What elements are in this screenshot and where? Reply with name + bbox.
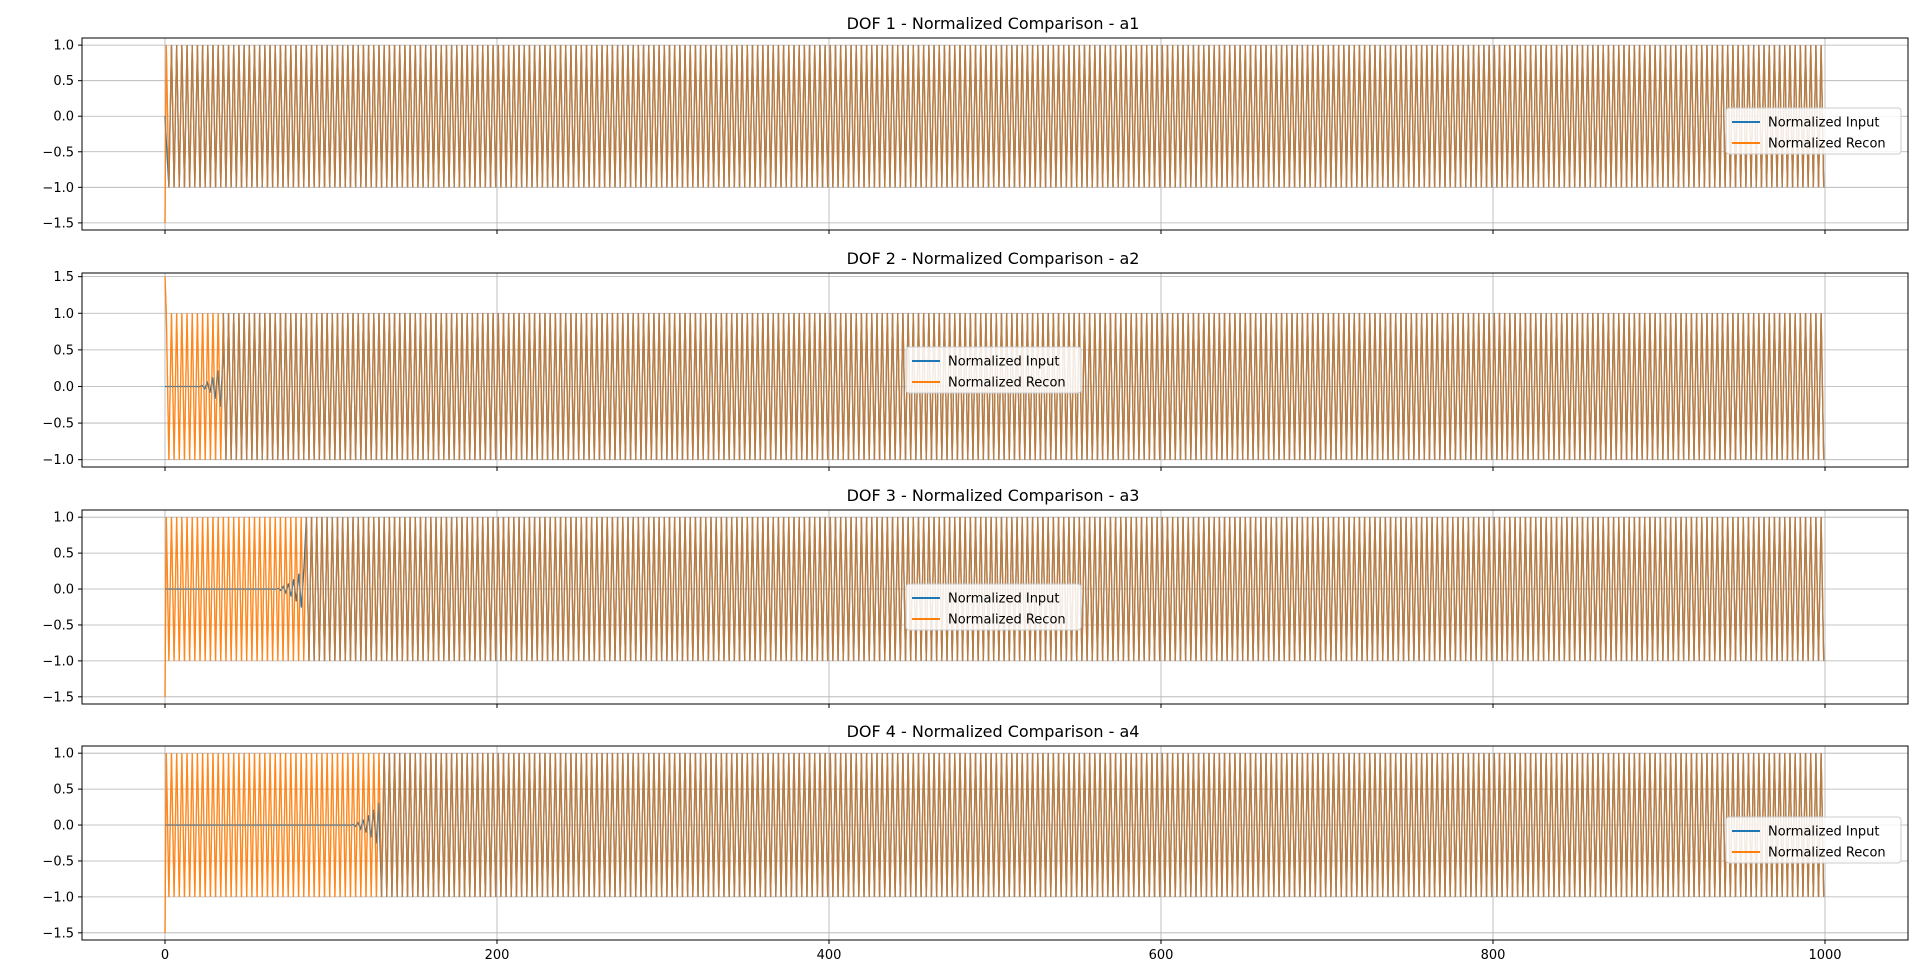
x-tick-label: 400: [817, 948, 842, 963]
series-normalized-recon-overlay: [164, 517, 1825, 697]
series-group: [164, 753, 1825, 933]
legend: Normalized Input Normalized Recon: [1725, 816, 1902, 864]
legend-box: [1725, 816, 1902, 864]
y-tick-label: 0.0: [53, 583, 74, 598]
y-tick-label: 0.5: [53, 74, 74, 89]
series-normalized-recon-overlay: [164, 753, 1825, 933]
y-tick-label: −0.5: [42, 854, 74, 869]
series-normalized-recon-overlay: [164, 276, 1825, 460]
legend-box: [1725, 107, 1902, 155]
x-tick-label: 800: [1481, 948, 1506, 963]
panel-title: DOF 4 - Normalized Comparison - a4: [847, 722, 1140, 741]
x-tick-label: 0: [161, 948, 169, 963]
y-tick-label: 0.0: [53, 380, 74, 395]
panel-3: −1.5 −1.0 −0.5 0.0 0.5 1.0 DOF 3 - Normalized …: [42, 486, 1909, 708]
y-tick-label: 1.0: [53, 511, 74, 526]
y-tick-label: −1.0: [42, 890, 74, 905]
y-tick-label: 1.0: [53, 307, 74, 322]
y-tick-label: −1.0: [42, 181, 74, 196]
legend-box: [905, 583, 1082, 631]
legend: Normalized Input Normalized Recon: [905, 583, 1082, 631]
legend-label: Normalized Input: [948, 355, 1060, 370]
y-tick-label: 1.5: [53, 270, 74, 285]
panel-title: DOF 3 - Normalized Comparison - a3: [847, 486, 1140, 505]
x-tick-label: 600: [1149, 948, 1174, 963]
y-tick-label: −0.5: [42, 417, 74, 432]
y-tick-label: 1.0: [53, 39, 74, 54]
y-tick-label: −0.5: [42, 618, 74, 633]
panel-title: DOF 1 - Normalized Comparison - a1: [847, 14, 1140, 33]
legend-label: Normalized Input: [1768, 116, 1880, 131]
y-tick-label: −1.0: [42, 654, 74, 669]
y-tick-label: 0.5: [53, 343, 74, 358]
x-tick-label: 200: [485, 948, 510, 963]
y-tick-label: −1.5: [42, 926, 74, 941]
legend: Normalized Input Normalized Recon: [905, 346, 1082, 394]
y-tick-label: −0.5: [42, 145, 74, 160]
series-group: [164, 45, 1825, 223]
panel-4: −1.5 −1.0 −0.5 0.0 0.5 1.0 0 200 400 600 800 1000 DO…: [42, 722, 1909, 963]
legend-label: Normalized Recon: [1768, 137, 1886, 152]
panel-2: −1.0 −0.5 0.0 0.5 1.0 1.5 DOF 2 - Normalized C…: [42, 249, 1909, 471]
y-tick-label: −1.5: [42, 690, 74, 705]
legend-label: Normalized Recon: [948, 613, 1066, 628]
legend-label: Normalized Input: [948, 592, 1060, 607]
legend: Normalized Input Normalized Recon: [1725, 107, 1902, 155]
y-tick-label: 1.0: [53, 747, 74, 762]
y-tick-label: 0.0: [53, 110, 74, 125]
y-tick-label: 0.0: [53, 819, 74, 834]
series-normalized-recon-overlay: [164, 45, 1825, 223]
panel-title: DOF 2 - Normalized Comparison - a2: [847, 249, 1140, 268]
y-tick-label: −1.5: [42, 216, 74, 231]
x-tick-label: 1000: [1808, 948, 1841, 963]
y-tick-label: −1.0: [42, 453, 74, 468]
panel-1: −1.5 −1.0 −0.5 0.0 0.5 1.0 DOF 1 - Normalized …: [42, 14, 1909, 234]
y-tick-label: 0.5: [53, 783, 74, 798]
legend-label: Normalized Recon: [948, 376, 1066, 391]
axes-frame: [81, 745, 1909, 941]
legend-label: Normalized Input: [1768, 825, 1880, 840]
axes-frame: [81, 37, 1909, 231]
legend-label: Normalized Recon: [1768, 846, 1886, 861]
y-tick-label: 0.5: [53, 547, 74, 562]
legend-box: [905, 346, 1082, 394]
axes-frame: [81, 272, 1909, 468]
axes-frame: [81, 509, 1909, 705]
